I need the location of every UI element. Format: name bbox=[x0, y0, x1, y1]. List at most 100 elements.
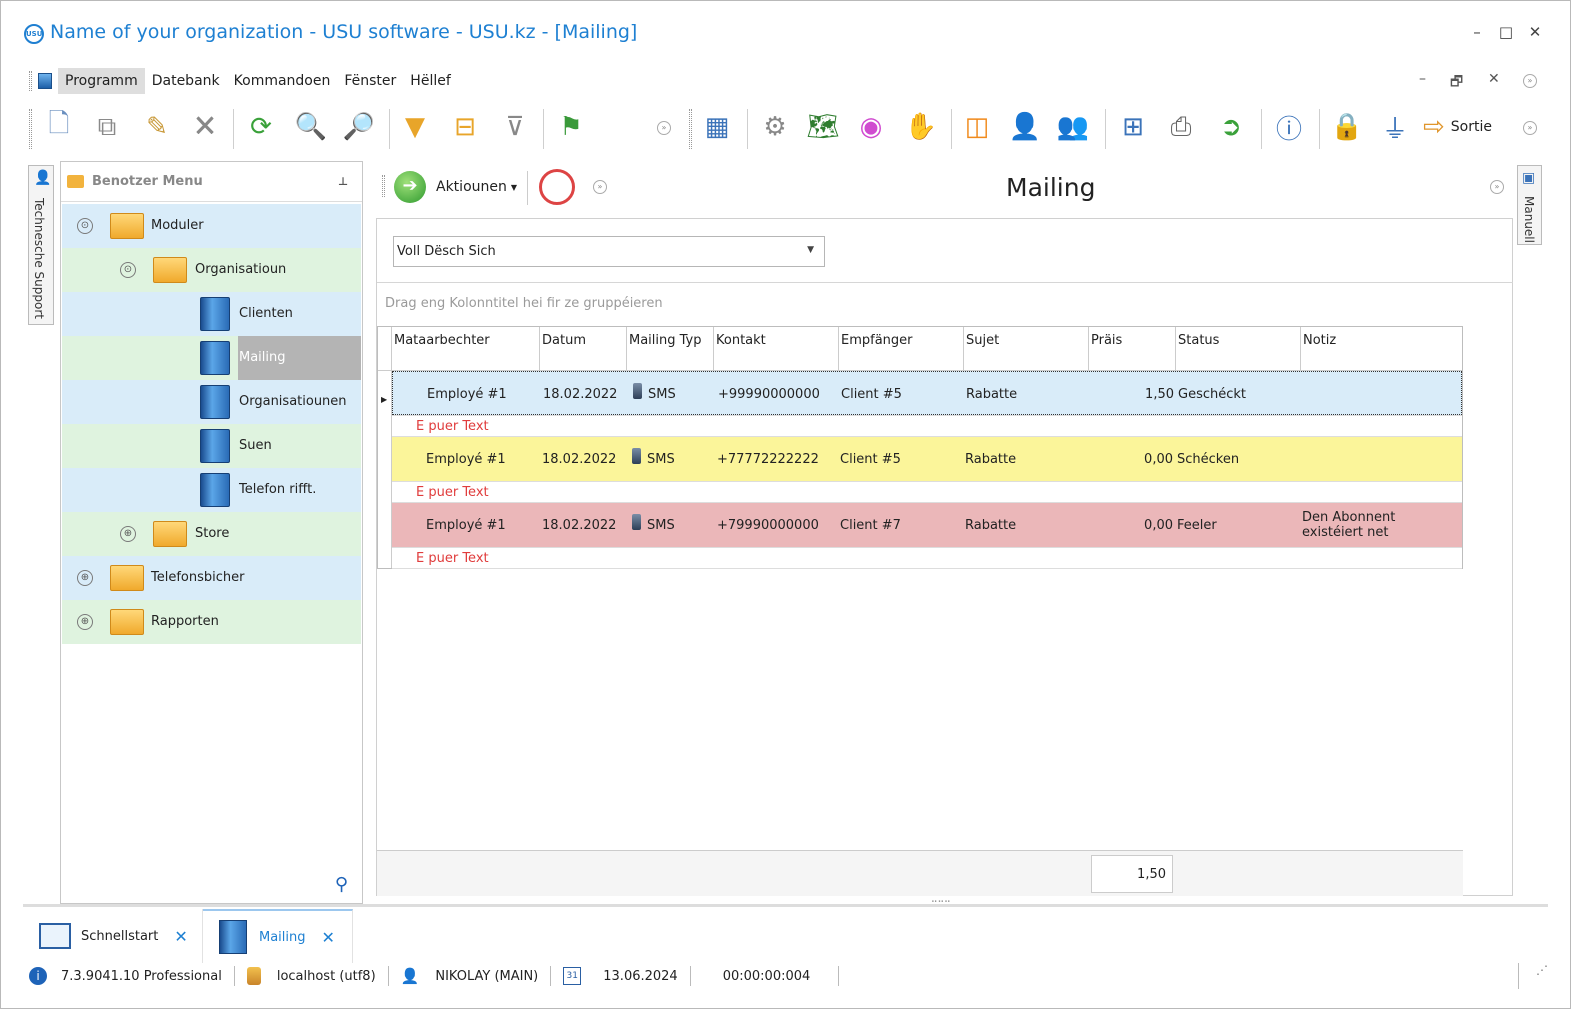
menu-hellef[interactable]: Hëllef bbox=[410, 73, 451, 89]
minimize-button[interactable]: – bbox=[1473, 23, 1481, 41]
content-toolbar-overflow-icon[interactable]: » bbox=[593, 180, 607, 194]
clock-icon[interactable] bbox=[539, 169, 575, 205]
tree-node-moduler[interactable]: ⊙ Moduler bbox=[62, 204, 361, 248]
manual-panel-tab[interactable]: ▣ Manuell bbox=[1517, 165, 1542, 245]
settings-icon[interactable]: ⚙ bbox=[763, 112, 787, 142]
menu-overflow-icon[interactable]: » bbox=[1523, 74, 1537, 88]
tab-mailing[interactable]: Mailing ✕ bbox=[203, 909, 353, 963]
mdi-restore-button[interactable]: 🗗 bbox=[1450, 74, 1464, 90]
table-header: Mataarbechter Datum Mailing Typ Kontakt … bbox=[378, 327, 1462, 371]
chevron-down-icon: ▼ bbox=[510, 182, 518, 192]
search-icon[interactable]: 🔍 bbox=[294, 112, 328, 142]
mdi-close-button[interactable]: ✕ bbox=[1488, 71, 1500, 87]
close-tab-icon[interactable]: ✕ bbox=[174, 926, 188, 946]
print-icon[interactable]: ⎙ bbox=[1170, 111, 1192, 142]
edit-icon[interactable]: ✎ bbox=[146, 112, 168, 142]
filter-icon[interactable]: ▼ bbox=[405, 112, 425, 142]
column-header-price[interactable]: Präis bbox=[1089, 327, 1176, 371]
actions-dropdown-button[interactable]: ➔ Aktiounen ▼ bbox=[394, 169, 517, 205]
toolbar-overflow-left-icon[interactable]: » bbox=[657, 121, 671, 135]
pin-icon[interactable]: ⊥ bbox=[337, 175, 348, 188]
info-icon[interactable]: ⓘ bbox=[1275, 114, 1302, 145]
current-row-icon: ▶ bbox=[381, 395, 388, 404]
menu-datebank[interactable]: Datebank bbox=[151, 73, 220, 89]
exit-button[interactable]: ⇨ Sortie bbox=[1423, 107, 1519, 147]
tree-node-suen[interactable]: Suen bbox=[62, 424, 361, 468]
map-icon[interactable]: 🗺 bbox=[806, 112, 840, 142]
copy-icon[interactable]: ⧉ bbox=[97, 111, 117, 142]
menu-grip[interactable] bbox=[29, 71, 32, 91]
close-tab-icon[interactable]: ✕ bbox=[321, 927, 335, 947]
delete-icon[interactable]: 🗙 bbox=[195, 109, 215, 139]
table-row[interactable]: Employé #1 18.02.2022 SMS +99990000000 C… bbox=[392, 371, 1462, 415]
cell-note bbox=[1302, 437, 1460, 481]
expand-icon[interactable]: ⊕ bbox=[77, 614, 93, 630]
expand-icon[interactable]: ⊕ bbox=[77, 570, 93, 586]
row-indicator[interactable] bbox=[378, 503, 392, 568]
tree-node-organisatiounen[interactable]: Organisatiounen bbox=[62, 380, 361, 424]
column-header-employee[interactable]: Mataarbechter bbox=[392, 327, 540, 371]
column-header-mailing-type[interactable]: Mailing Typ bbox=[627, 327, 714, 371]
cell-date: 18.02.2022 bbox=[542, 517, 617, 533]
group-by-hint[interactable]: Drag eng Kolonntitel hei fir ze gruppéie… bbox=[385, 296, 663, 311]
tree-node-telefonsbicher[interactable]: ⊕ Telefonsbicher bbox=[62, 556, 361, 600]
menu-fenster[interactable]: Fënster bbox=[344, 73, 397, 89]
row-indicator[interactable]: ▶ bbox=[378, 371, 392, 437]
tree-node-organisatioun[interactable]: ⊙ Organisatioun bbox=[62, 248, 361, 292]
folder-icon bbox=[67, 175, 84, 188]
toolbar-overflow-right-icon[interactable]: » bbox=[1523, 121, 1537, 135]
column-header-recipient[interactable]: Empfänger bbox=[839, 327, 964, 371]
tree-node-clienten[interactable]: Clienten bbox=[62, 292, 361, 336]
column-header-status[interactable]: Status bbox=[1176, 327, 1301, 371]
mdi-minimize-button[interactable]: – bbox=[1419, 71, 1426, 87]
filter-clear-icon[interactable]: ⊽ bbox=[505, 112, 525, 142]
hand-icon[interactable]: ✋ bbox=[904, 112, 938, 142]
technical-support-panel-tab[interactable]: 👤 Technesche Support bbox=[28, 165, 54, 325]
tab-schnellstart[interactable]: Schnellstart ✕ bbox=[23, 909, 203, 963]
rss-icon[interactable]: ◫ bbox=[964, 112, 990, 142]
column-header-contact[interactable]: Kontakt bbox=[714, 327, 839, 371]
sidebar-search-icon[interactable]: ⚲ bbox=[334, 874, 348, 895]
menu-kommandoen[interactable]: Kommandoen bbox=[233, 73, 331, 89]
tree-node-store[interactable]: ⊕ Store bbox=[62, 512, 361, 556]
row-indicator[interactable] bbox=[378, 437, 392, 503]
grid-layout-icon[interactable]: ▦ bbox=[704, 112, 730, 142]
user-key-icon[interactable]: 👤 bbox=[1008, 112, 1042, 142]
splitter-handle[interactable]: ⠒⠒⠒ bbox=[931, 898, 951, 908]
collapse-icon[interactable]: ⊙ bbox=[77, 218, 93, 234]
users-icon[interactable]: 👥 bbox=[1056, 112, 1090, 142]
lock-icon[interactable]: 🔒 bbox=[1330, 112, 1364, 142]
menu-programm[interactable]: Programm bbox=[58, 68, 145, 94]
app-menu-icon[interactable] bbox=[38, 73, 52, 89]
column-header-subject[interactable]: Sujet bbox=[964, 327, 1089, 371]
exit-icon: ⇨ bbox=[1423, 112, 1445, 142]
search-mode-select[interactable]: Voll Dësch Sich ▼ bbox=[393, 236, 825, 267]
content-title-overflow-icon[interactable]: » bbox=[1490, 180, 1504, 194]
tree-node-telefon-rifft[interactable]: Telefon rifft. bbox=[62, 468, 361, 512]
tree-node-rapporten[interactable]: ⊕ Rapporten bbox=[62, 600, 361, 644]
column-header-date[interactable]: Datum bbox=[540, 327, 627, 371]
table-row[interactable]: Employé #1 18.02.2022 SMS +77772222222 C… bbox=[392, 437, 1462, 481]
plugin-icon[interactable]: ⏚ bbox=[1381, 114, 1408, 145]
go-icon[interactable]: ➲ bbox=[1220, 112, 1242, 142]
column-header-note[interactable]: Notiz bbox=[1303, 333, 1337, 348]
table-icon[interactable]: ⊞ bbox=[1122, 112, 1144, 142]
table-footer: 1,50 bbox=[377, 850, 1463, 896]
flag-icon[interactable]: ⚑ bbox=[559, 112, 583, 142]
table-row[interactable]: Employé #1 18.02.2022 SMS +79990000000 C… bbox=[392, 503, 1462, 547]
phone-icon bbox=[633, 383, 642, 399]
tree-node-label: Organisatiounen bbox=[239, 394, 347, 409]
tree-node-label: Telefon rifft. bbox=[239, 482, 317, 497]
expand-icon[interactable]: ⊕ bbox=[120, 526, 136, 542]
color-wheel-icon[interactable]: ◉ bbox=[859, 112, 883, 142]
collapse-icon[interactable]: ⊙ bbox=[120, 262, 136, 278]
filter-settings-icon[interactable]: ⊟ bbox=[454, 112, 476, 142]
close-button[interactable]: ✕ bbox=[1528, 23, 1542, 41]
refresh-icon[interactable]: ⟳ bbox=[250, 112, 272, 142]
maximize-button[interactable]: □ bbox=[1498, 23, 1514, 41]
chevron-down-icon: ▼ bbox=[807, 245, 814, 255]
tree-node-mailing[interactable]: Mailing bbox=[62, 336, 361, 380]
resize-grip-icon[interactable]: ⋰ bbox=[1518, 963, 1548, 989]
new-icon[interactable]: 🗋 bbox=[48, 109, 70, 139]
search-advanced-icon[interactable]: 🔎 bbox=[342, 112, 376, 142]
